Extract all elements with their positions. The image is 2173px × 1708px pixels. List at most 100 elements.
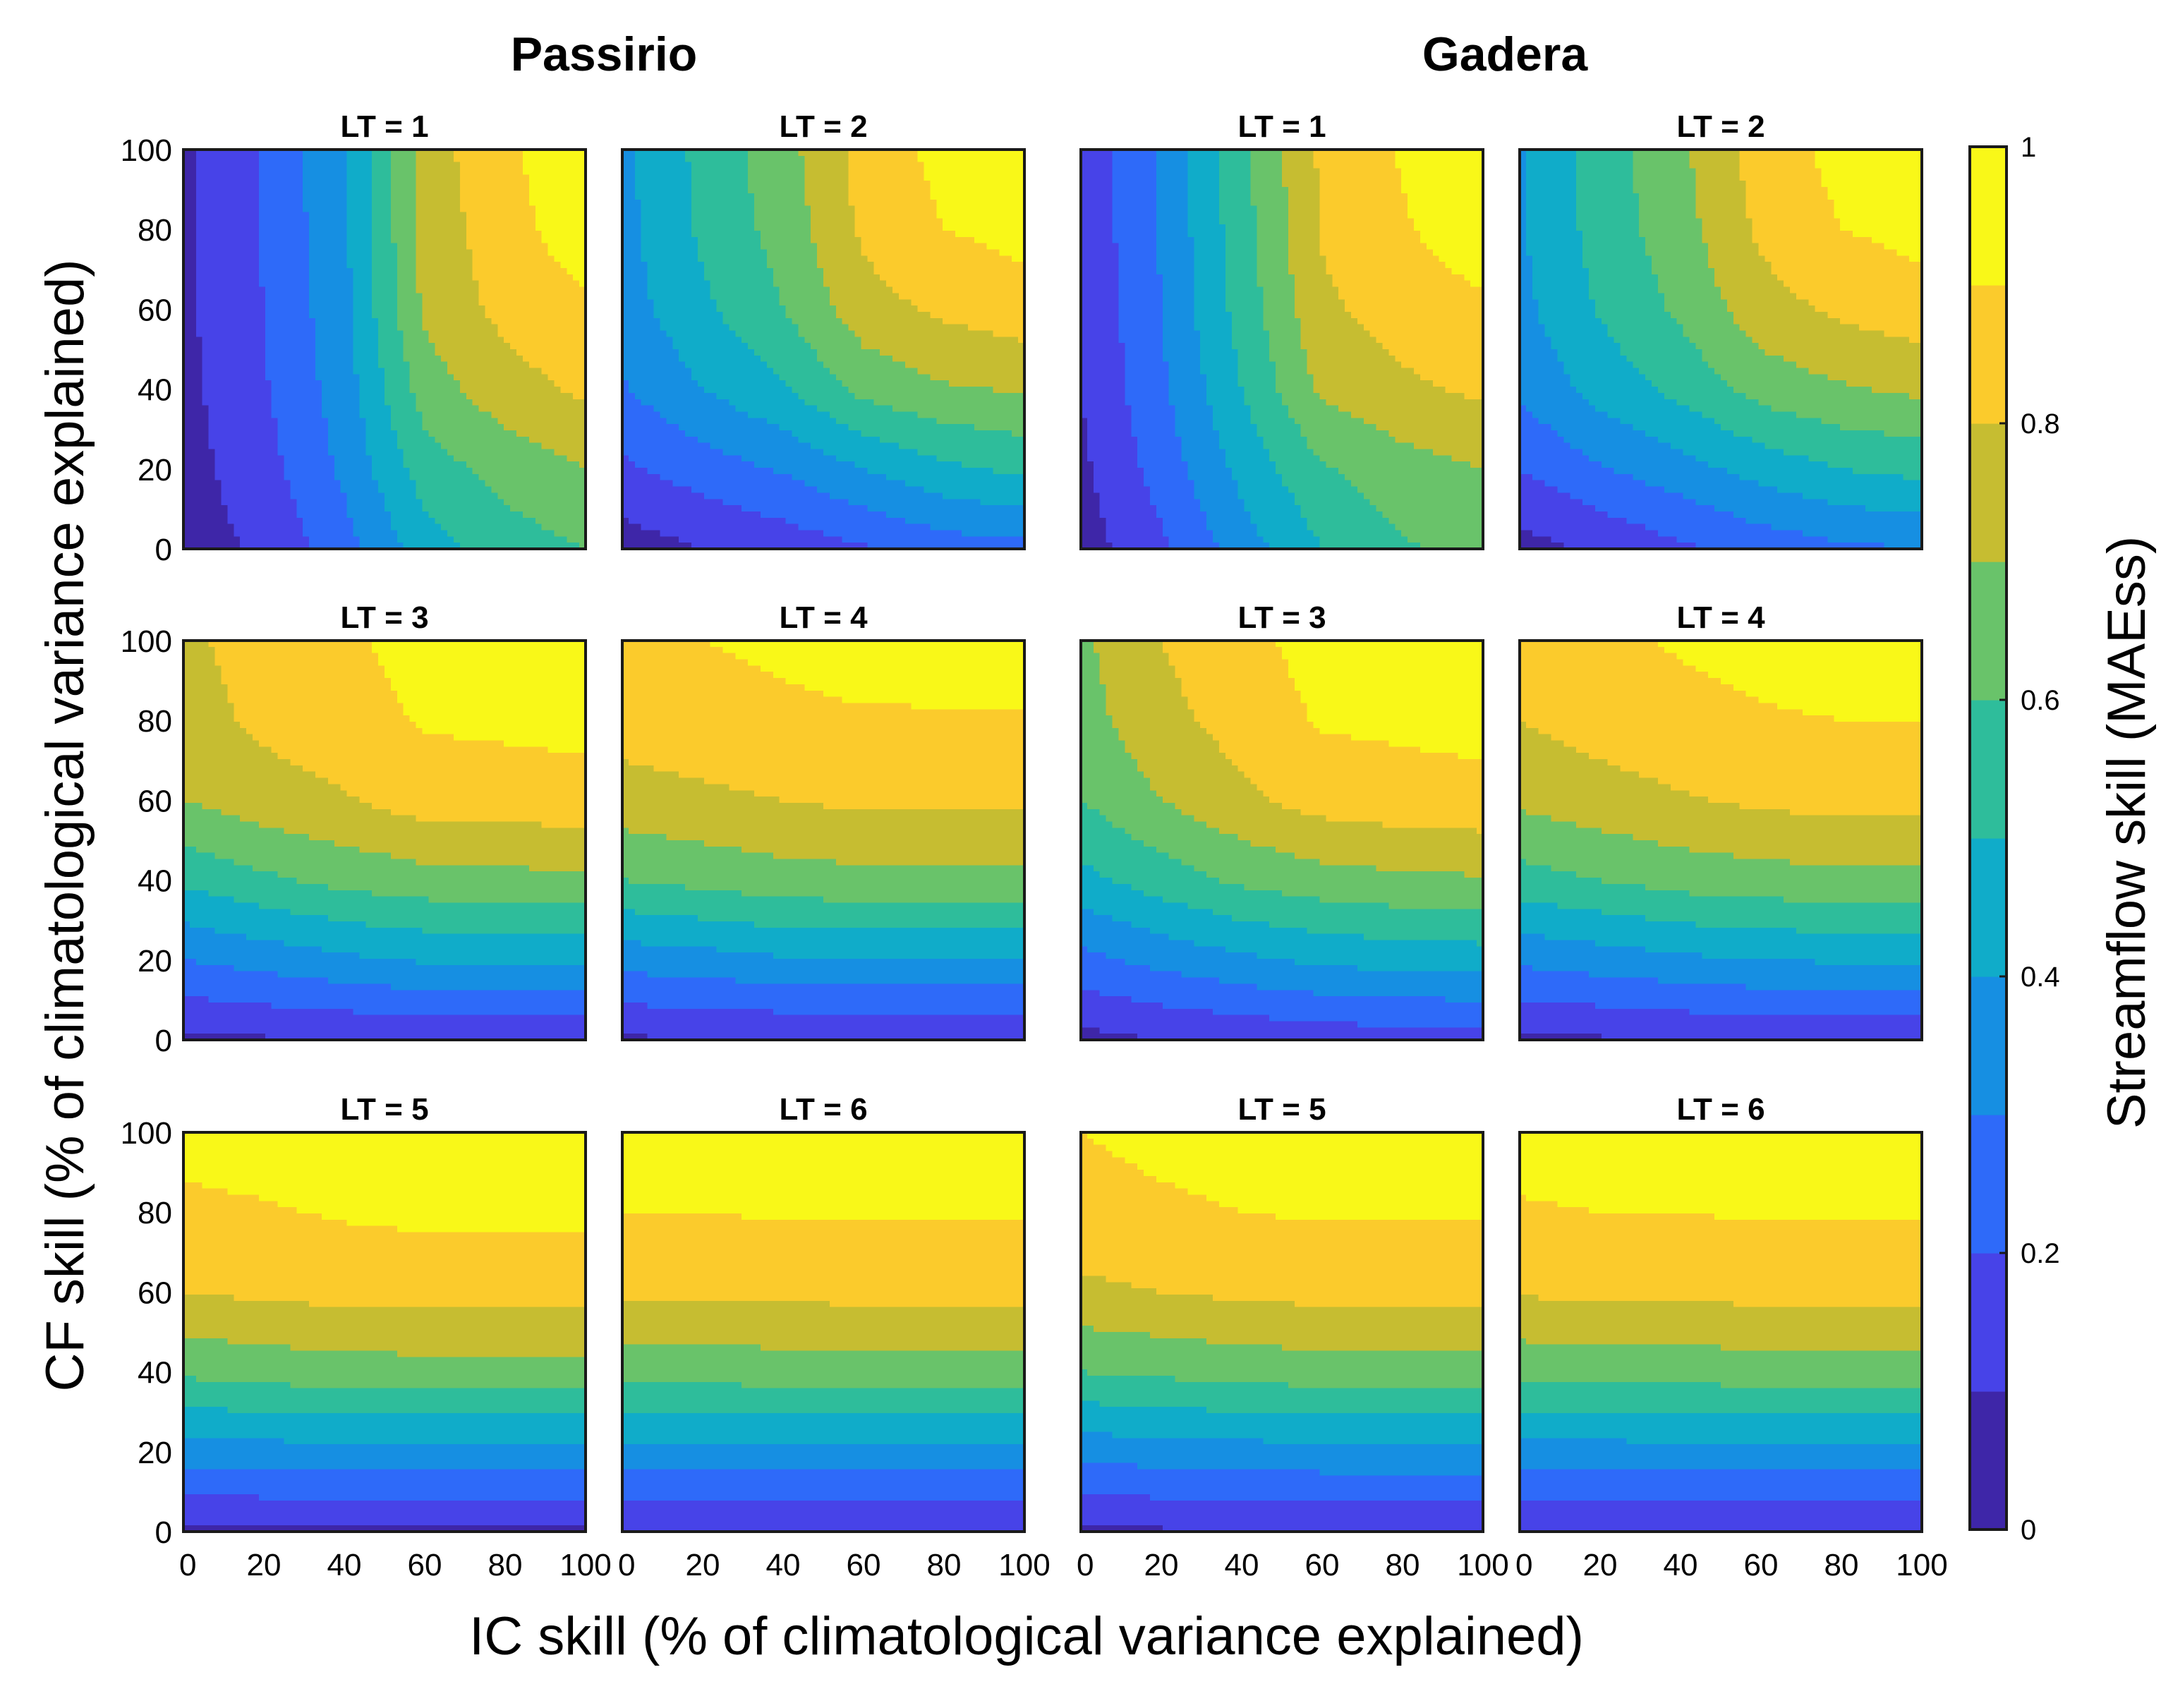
contour-cell: [359, 156, 366, 162]
contour-cell: [416, 162, 423, 169]
contour-cell: [548, 169, 555, 175]
contour-cell: [341, 162, 348, 169]
contour-cell: [404, 156, 411, 162]
contour-cell: [272, 212, 279, 218]
contour-cell: [542, 181, 549, 187]
contour-cell: [272, 206, 279, 212]
contour-cell: [529, 200, 536, 206]
contour-cell: [397, 156, 404, 162]
contour-cell: [296, 174, 303, 181]
contour-cell: [353, 162, 360, 169]
contour-cell: [359, 162, 366, 169]
contour-cell: [341, 200, 348, 206]
contour-cell: [422, 169, 429, 175]
contour-cell: [209, 212, 216, 218]
contour-cell: [315, 212, 322, 218]
contour-cell: [309, 169, 316, 175]
contour-cell: [428, 212, 435, 218]
contour-cell: [253, 169, 260, 175]
contour-cell: [190, 187, 197, 193]
contour-cell: [523, 169, 530, 175]
contour-cell: [441, 162, 448, 169]
contour-cell: [428, 181, 435, 187]
contour-cell: [397, 169, 404, 175]
contour-cell: [259, 169, 266, 175]
contour-cell: [202, 174, 210, 181]
contour-cell: [202, 156, 210, 162]
contour-cell: [359, 200, 366, 206]
contour-cell: [296, 156, 303, 162]
contour-cell: [378, 206, 385, 212]
contour-cell: [491, 218, 498, 224]
contour-cell: [567, 181, 574, 187]
contour-cell: [259, 206, 266, 212]
contour-cell: [290, 200, 297, 206]
contour-cell: [404, 212, 411, 218]
contour-cell: [404, 200, 411, 206]
contour-cell: [284, 212, 291, 218]
contour-cell: [284, 156, 291, 162]
contour-cell: [334, 212, 341, 218]
contour-cell: [529, 218, 536, 224]
contour-cell: [441, 181, 448, 187]
contour-cell: [341, 212, 348, 218]
contour-cell: [466, 193, 473, 200]
contour-cell: [435, 193, 442, 200]
contour-cell: [378, 218, 385, 224]
contour-cell: [510, 169, 517, 175]
contour-cell: [372, 200, 379, 206]
contour-cell: [253, 212, 260, 218]
contour-cell: [416, 206, 423, 212]
contour-cell: [209, 162, 216, 169]
contour-cell: [466, 169, 473, 175]
contour-cell: [529, 162, 536, 169]
contour-cell: [334, 174, 341, 181]
contour-cell: [378, 162, 385, 169]
contour-cell: [510, 200, 517, 206]
contour-cell: [347, 156, 354, 162]
contour-cell: [447, 162, 454, 169]
contour-cell: [491, 169, 498, 175]
contour-cell: [397, 218, 404, 224]
contour-cell: [385, 174, 392, 181]
contour-cell: [303, 187, 310, 193]
contour-cell: [473, 193, 480, 200]
contour-cell: [259, 162, 266, 169]
contour-cell: [410, 181, 417, 187]
contour-cell: [234, 200, 241, 206]
contour-cell: [334, 181, 341, 187]
contour-cell: [284, 162, 291, 169]
contour-cell: [548, 174, 555, 181]
contour-cell: [246, 193, 253, 200]
contour-cell: [190, 174, 197, 181]
contour-cell: [378, 187, 385, 193]
contour-cell: [284, 200, 291, 206]
contour-cell: [227, 206, 234, 212]
contour-cell: [435, 156, 442, 162]
contour-cell: [328, 212, 335, 218]
contour-cell: [190, 193, 197, 200]
contour-cell: [246, 206, 253, 212]
contour-cell: [196, 200, 203, 206]
contour-cell: [466, 181, 473, 187]
contour-cell: [473, 181, 480, 187]
contour-cell: [303, 212, 310, 218]
contour-cell: [485, 174, 492, 181]
contour-cell: [372, 212, 379, 218]
contour-cell: [510, 212, 517, 218]
contour-cell: [441, 200, 448, 206]
contour-cell: [328, 162, 335, 169]
contour-cell: [548, 206, 555, 212]
contour-cell: [504, 174, 511, 181]
contour-cell: [328, 200, 335, 206]
contour-cell: [441, 206, 448, 212]
contour-cell: [454, 181, 461, 187]
contour-cell: [404, 162, 411, 169]
contour-cell: [428, 206, 435, 212]
contour-cell: [227, 212, 234, 218]
contour-cell: [466, 187, 473, 193]
contour-cell: [221, 187, 228, 193]
contour-cell: [497, 181, 504, 187]
contour-cell: [253, 162, 260, 169]
contour-cell: [504, 162, 511, 169]
